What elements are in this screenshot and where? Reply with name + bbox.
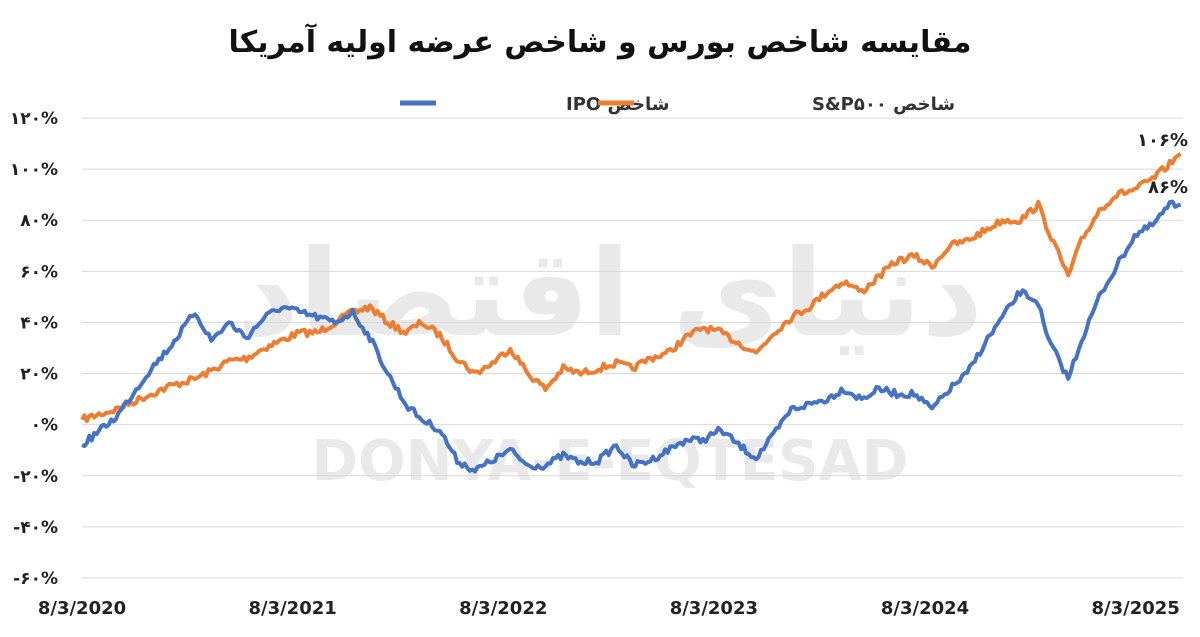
- y-tick-label: -۴۰%: [13, 518, 58, 538]
- y-tick-label: ۱۲۰%: [10, 109, 58, 129]
- x-axis: 8/3/2020 8/3/2021 8/3/2022 8/3/2023 8/3/2024…: [38, 598, 1180, 619]
- y-tick-label: ۶۰%: [20, 262, 58, 282]
- end-label-sp500: ۱۰۶%: [1137, 130, 1188, 151]
- legend-label-sp500: شاخص S&P۵۰۰: [812, 94, 955, 115]
- x-tick-label: 8/3/2024: [881, 598, 969, 619]
- y-axis: ۱۲۰% ۱۰۰% ۸۰% ۶۰% ۴۰% ۲۰% ۰% -۲۰% -۴۰% -۶۰%: [10, 109, 58, 589]
- y-tick-label: -۶۰%: [13, 569, 58, 589]
- y-tick-label: ۲۰%: [20, 365, 58, 385]
- y-tick-label: ۱۰۰%: [10, 160, 58, 180]
- y-tick-label: ۸۰%: [20, 211, 58, 231]
- x-tick-label: 8/3/2025: [1092, 598, 1180, 619]
- end-labels: ۱۰۶% ۸۶%: [1137, 130, 1188, 198]
- x-tick-label: 8/3/2021: [248, 598, 336, 619]
- end-label-ipo: ۸۶%: [1148, 177, 1188, 198]
- chart-title: مقایسه شاخص بورس و شاخص عرضه اولیه آمریک…: [228, 23, 971, 60]
- y-tick-label: -۲۰%: [13, 467, 58, 487]
- y-tick-label: ۴۰%: [20, 313, 58, 333]
- x-tick-label: 8/3/2023: [670, 598, 758, 619]
- gridlines: [82, 117, 1183, 579]
- legend: شاخص IPO شاخص S&P۵۰۰: [400, 94, 955, 115]
- watermark-persian: دنیای اقتصاد: [237, 225, 983, 364]
- y-tick-label: ۰%: [31, 416, 58, 436]
- series-line-sp500: [80, 152, 1182, 423]
- watermark-latin: DONYA-E-EQTESAD: [312, 429, 909, 494]
- plot-area: [80, 152, 1182, 474]
- series-line-ipo: [81, 199, 1181, 474]
- x-tick-label: 8/3/2022: [459, 598, 547, 619]
- x-tick-label: 8/3/2020: [38, 598, 126, 619]
